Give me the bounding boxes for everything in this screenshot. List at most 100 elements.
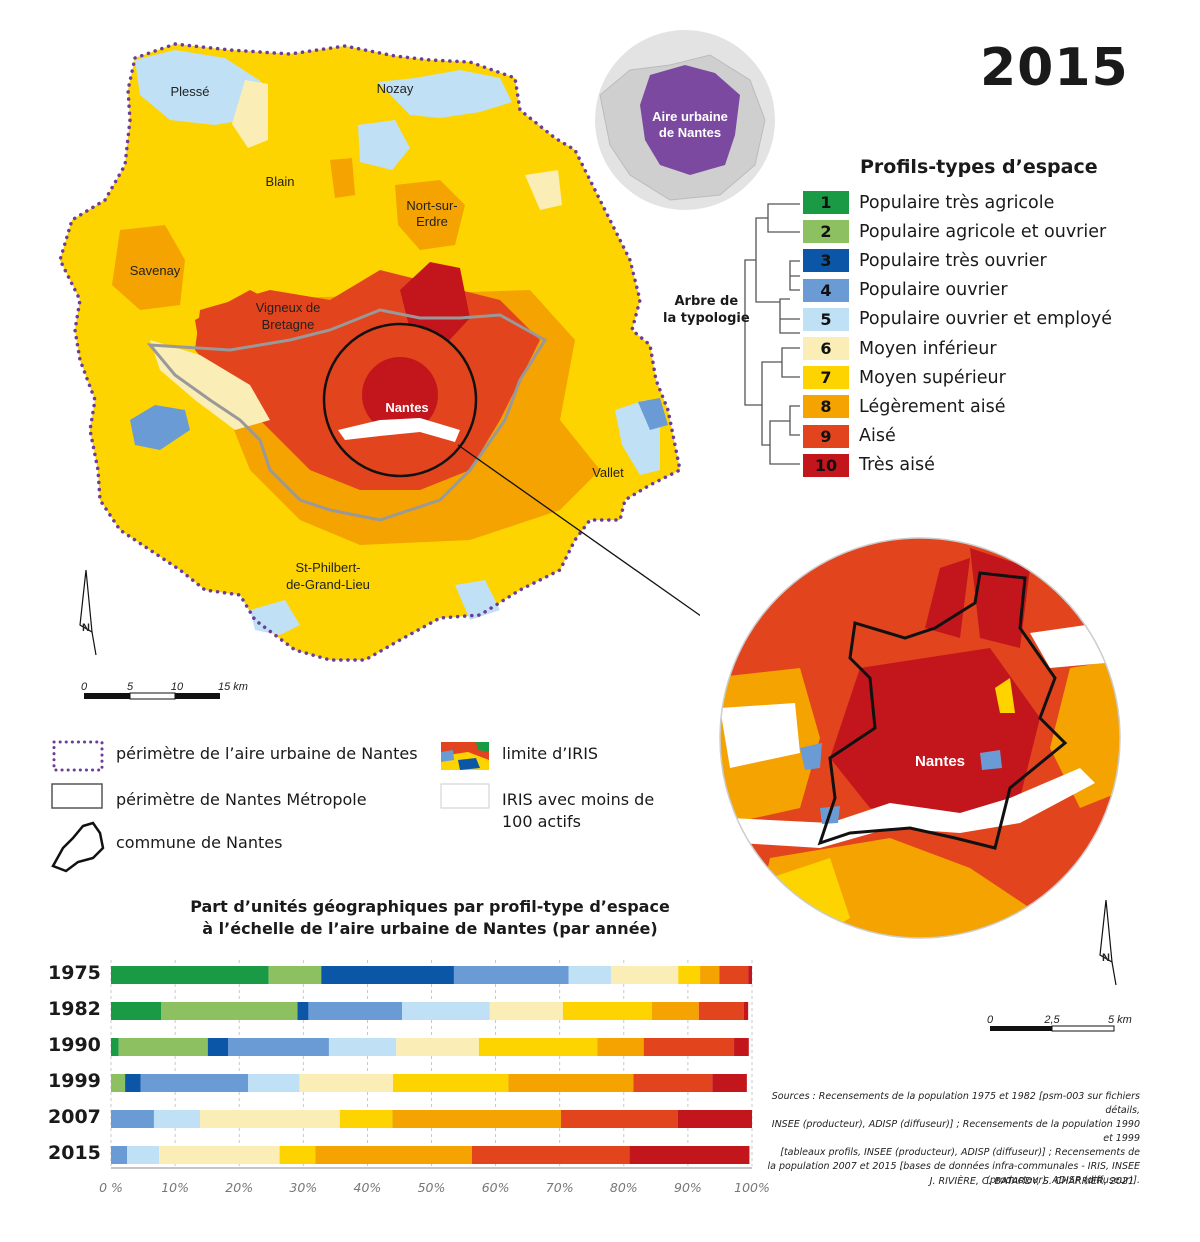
bar-1982-profile-9 (698, 1002, 744, 1020)
north-orange-strip (330, 158, 355, 198)
profile-row-2: 2 Populaire agricole et ouvrier (803, 219, 1106, 244)
profile-row-9: 9 Aisé (803, 424, 896, 449)
bar-1990-profile-2 (118, 1038, 208, 1056)
loire-river-small (338, 418, 460, 442)
x-tick-label: 50% (417, 1180, 446, 1195)
bar-1982-profile-6 (489, 1002, 563, 1020)
sources-line: Sources : Recensements de la population … (771, 1091, 1140, 1116)
x-tick-label: 80% (609, 1180, 638, 1195)
profile-row-8: 8 Légèrement aisé (803, 394, 1005, 419)
svg-text:Aire urbaine: Aire urbaine (652, 109, 728, 124)
zoom-connector-line (457, 444, 700, 617)
profile-row-6: 6 Moyen inférieur (803, 336, 997, 361)
sources-line: la population 2007 et 2015 [bases de don… (767, 1161, 1140, 1172)
zoom-core-red (830, 648, 1040, 828)
label-vigneux-2: Bretagne (262, 317, 315, 332)
profile-swatch-2: 2 (803, 220, 849, 244)
bar-2015-profile-6 (159, 1146, 280, 1164)
year-label-2015: 2015 (48, 1142, 101, 1164)
bar-1999-profile-5 (248, 1074, 300, 1092)
label-vigneux-1: Vigneux de (256, 300, 321, 315)
bar-2015-profile-5 (127, 1146, 160, 1164)
label-stphilbert-2: de-Grand-Lieu (286, 577, 370, 592)
label-nort-2: Erdre (416, 214, 448, 229)
profile-swatch-5: 5 (803, 307, 849, 331)
bar-1999-profile-9 (633, 1074, 713, 1092)
main-map: Plessé Nozay Blain Nort-sur- Erdre Saven… (58, 42, 700, 700)
zoom-orange-east (1050, 658, 1120, 808)
iris-limit-symbol (441, 742, 489, 770)
profile-label-4: Populaire ouvrier (859, 280, 1008, 301)
bar-1975-profile-4 (453, 966, 569, 984)
label-nantes-zoom: Nantes (915, 753, 965, 770)
svg-text:2,5: 2,5 (1043, 1014, 1060, 1026)
aire-urbaine-perimeter (58, 42, 682, 662)
bar-1975-profile-2 (268, 966, 322, 984)
estuary-moyen-inf (150, 340, 270, 430)
bar-1975-profile-5 (568, 966, 611, 984)
legend-iris-limit: limite d’IRIS (502, 744, 599, 763)
profile-row-10: 10 Très aisé (803, 453, 935, 478)
bar-1999-profile-2 (111, 1074, 126, 1092)
bar-1982-profile-5 (402, 1002, 490, 1020)
profile-swatch-8: 8 (803, 395, 849, 419)
profile-label-10: Très aisé (859, 455, 935, 476)
commune-nantes-boundary (817, 571, 1068, 850)
legend-metropole-perimeter: périmètre de Nantes Métropole (116, 790, 367, 809)
bar-1975-profile-8 (700, 966, 720, 984)
nantes-core (362, 357, 438, 433)
svg-text:15 km: 15 km (218, 681, 248, 693)
bar-1999-profile-6 (299, 1074, 394, 1092)
commune-nantes-symbol (51, 821, 105, 873)
svg-text:de Nantes: de Nantes (659, 125, 721, 140)
bar-1990-profile-5 (328, 1038, 397, 1056)
nort-area (395, 180, 465, 250)
bar-1975-profile-6 (610, 966, 679, 984)
moyen-inf-area-north (232, 80, 268, 148)
profile-row-5: 5 Populaire ouvrier et employé (803, 307, 1112, 332)
profile-row-7: 7 Moyen supérieur (803, 365, 1006, 390)
north-dark-red (400, 262, 470, 345)
svg-text:5 km: 5 km (1108, 1014, 1132, 1026)
year-label-2007: 2007 (48, 1106, 101, 1128)
nozay-south-area (358, 120, 410, 170)
legend-iris-low: IRIS avec moins de 100 actifs (502, 790, 655, 831)
profile-swatch-6: 6 (803, 337, 849, 360)
iris-low-symbol (440, 783, 490, 809)
x-tick-label: 40% (353, 1180, 382, 1195)
profile-row-3: 3 Populaire très ouvrier (803, 248, 1047, 273)
year-title: 2015 (980, 38, 1129, 98)
zoom-blue1 (800, 743, 822, 770)
bar-2007-profile-6 (200, 1110, 340, 1128)
profile-label-9: Aisé (859, 426, 896, 447)
bar-2015-profile-9 (471, 1146, 630, 1164)
profile-swatch-3: 3 (803, 249, 849, 273)
sources-line: (producteur), ADISP (diffuseur)]. (986, 1175, 1140, 1186)
x-tick-label: 10% (161, 1180, 189, 1195)
bar-2015-profile-10 (629, 1146, 750, 1164)
profile-swatch-7: 7 (803, 366, 849, 390)
vallet-orange (520, 440, 570, 485)
label-nantes-small: Nantes (385, 400, 428, 415)
profile-label-8: Légèrement aisé (859, 396, 1006, 417)
bar-1990-profile-10 (734, 1038, 749, 1056)
aire-perimeter-symbol (52, 740, 104, 772)
nozay-area (378, 70, 512, 118)
profile-label-3: Populaire très ouvrier (859, 250, 1047, 271)
aire-urbaine-inset (640, 65, 740, 175)
bar-1999-profile-7 (393, 1074, 509, 1092)
zoom-dark-red-w (925, 558, 970, 638)
zoom-loire-white (730, 768, 1095, 848)
bar-1999-profile-8 (508, 1074, 634, 1092)
year-label-1999: 1999 (48, 1070, 101, 1092)
bar-2015-profile-4 (111, 1146, 128, 1164)
bar-1975-profile-1 (111, 966, 269, 984)
north-arrow-zoom: N (1099, 899, 1117, 986)
svg-text:10: 10 (171, 681, 184, 693)
profile-label-2: Populaire agricole et ouvrier (859, 221, 1107, 242)
authors-text: J. RIVIÈRE, C. BATARDY, S. CHARRIER, 202… (929, 1176, 1134, 1187)
scale-bar-main: 0 5 10 15 km (81, 681, 248, 700)
label-savenay: Savenay (130, 263, 181, 278)
profile-swatch-4: 4 (803, 278, 849, 302)
profile-label-6: Moyen inférieur (859, 338, 997, 359)
